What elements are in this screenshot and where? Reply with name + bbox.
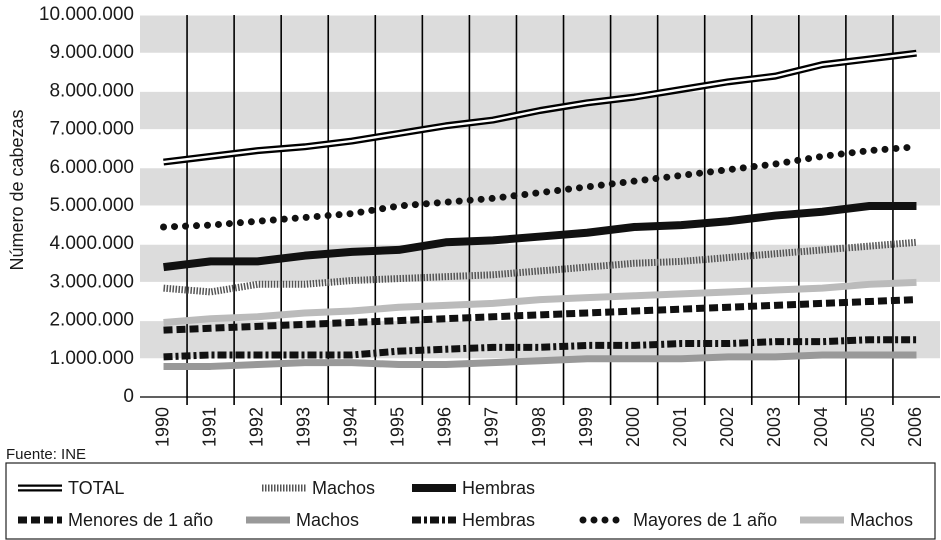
y-tick-label: 3.000.000 <box>49 271 134 292</box>
x-tick-label: 1995 <box>388 407 408 447</box>
x-tick-label: 2004 <box>811 407 831 447</box>
x-tick-label: 2005 <box>858 407 878 447</box>
y-tick-label: 4.000.000 <box>49 233 134 254</box>
x-tick-label: 2003 <box>764 407 784 447</box>
legend-label: Hembras <box>462 478 535 498</box>
source: Fuente: INE <box>6 446 86 463</box>
x-tick-label: 1998 <box>529 407 549 447</box>
legend-label: TOTAL <box>68 478 124 498</box>
x-tick-label: 1990 <box>152 407 172 447</box>
y-tick-label: 6.000.000 <box>49 157 134 178</box>
x-tick-label: 1993 <box>293 407 313 447</box>
legend-label: Machos <box>296 510 359 530</box>
series-line <box>163 238 917 296</box>
series-line <box>163 296 917 334</box>
band <box>140 15 940 54</box>
x-tick-label: 2001 <box>670 407 690 447</box>
x-tick-label: 1991 <box>199 407 219 447</box>
x-tick-label: 1997 <box>482 407 502 447</box>
series-line <box>163 351 917 370</box>
x-tick-label: 1996 <box>435 407 455 447</box>
band <box>140 167 940 206</box>
x-tick-label: 1994 <box>341 407 361 447</box>
x-tick-label: 2006 <box>905 407 925 447</box>
series-line <box>163 202 917 272</box>
y-tick-label: 7.000.000 <box>49 119 134 140</box>
y-tick-label: 10.000.000 <box>39 4 134 25</box>
x-tick-label: 2000 <box>623 407 643 447</box>
y-tick-label: 9.000.000 <box>49 42 134 63</box>
legend-label: Hembras <box>462 510 535 530</box>
y-tick-label: 2.000.000 <box>49 310 134 331</box>
legend-label: Machos <box>312 478 375 498</box>
y-tick-label: 1.000.000 <box>49 348 134 369</box>
y-axis-label: Número de cabezas <box>7 109 27 270</box>
x-tick-label: 1992 <box>246 407 266 447</box>
series-line <box>163 278 917 326</box>
x-tick-label: 2002 <box>717 407 737 447</box>
x-tick-label: 1999 <box>576 407 596 447</box>
legend-label: Menores de 1 año <box>68 510 213 530</box>
y-tick-label: 0 <box>123 386 134 407</box>
y-tick-label: 5.000.000 <box>49 195 134 216</box>
series-line-inner <box>163 52 917 164</box>
legend-label: Machos <box>850 510 913 530</box>
y-tick-label: 8.000.000 <box>49 80 134 101</box>
legend-label: Mayores de 1 año <box>633 510 777 530</box>
legend-box <box>5 462 936 540</box>
